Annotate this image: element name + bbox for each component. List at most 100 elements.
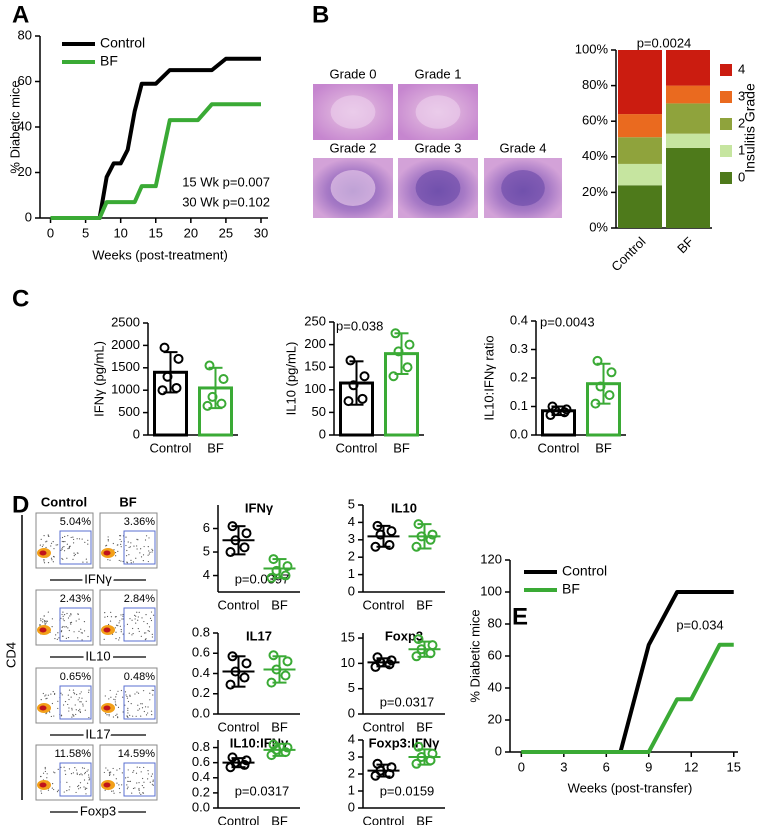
flow-event	[151, 551, 153, 553]
chart-title: Foxp3:IFNγ	[369, 735, 441, 750]
flow-event	[74, 766, 76, 769]
flow-event	[151, 548, 153, 551]
y-tick-label: 250	[304, 313, 326, 328]
data-point	[386, 655, 397, 666]
y-tick-label: 5	[348, 680, 355, 695]
flow-event	[88, 779, 90, 781]
flow-event	[57, 632, 59, 634]
flow-event	[104, 616, 106, 618]
flow-event	[115, 693, 118, 695]
x-tick-label: Control	[363, 719, 405, 734]
flow-event	[52, 561, 54, 563]
flow-event	[86, 782, 89, 784]
data-point	[393, 346, 404, 357]
data-point	[604, 390, 615, 401]
flow-event	[74, 704, 76, 706]
flow-event	[118, 637, 121, 639]
flow-event	[67, 617, 70, 619]
y-tick-label: 0.8	[192, 624, 210, 639]
flow-event	[104, 695, 106, 697]
flow-event	[76, 693, 78, 696]
flow-event	[41, 621, 44, 623]
flow-event	[85, 793, 87, 795]
flow-event	[150, 611, 153, 613]
flow-event	[77, 699, 79, 701]
legend-label: 0	[738, 169, 745, 184]
data-point	[241, 528, 252, 539]
flow-event	[87, 539, 89, 541]
y-tick-label: 80	[18, 27, 32, 42]
flow-event	[50, 545, 52, 547]
x-tick-label: BF	[271, 813, 288, 825]
y-axis-label: IL10 (pg/mL)	[283, 342, 298, 416]
histology-label: Grade 4	[500, 140, 547, 155]
series-line	[521, 642, 734, 754]
flow-event	[139, 552, 141, 554]
y-tick-label: 0.6	[192, 754, 210, 769]
flow-event	[131, 792, 133, 794]
y-tick-label: 0.2	[192, 784, 210, 799]
flow-event	[132, 771, 134, 773]
flow-event	[77, 785, 79, 788]
flow-event	[137, 709, 139, 711]
flow-event	[110, 696, 112, 698]
flow-event	[64, 535, 66, 538]
flow-gate	[123, 607, 156, 642]
flow-event	[136, 766, 138, 768]
x-tick-label: 15	[149, 225, 163, 240]
flow-event	[54, 772, 56, 774]
flow-event	[136, 548, 138, 550]
flow-event	[43, 534, 45, 537]
flow-event	[120, 689, 123, 692]
bar-segment	[618, 185, 662, 228]
flow-event	[149, 699, 151, 701]
y-tick-label: 50	[312, 404, 326, 419]
flow-event	[151, 783, 154, 785]
flow-event	[143, 786, 145, 789]
flow-event	[88, 774, 90, 776]
flow-event	[81, 632, 84, 634]
flow-event	[104, 789, 106, 791]
y-tick-label: 1000	[111, 382, 140, 397]
data-point	[280, 570, 291, 581]
flow-event	[67, 535, 69, 537]
flow-event	[64, 700, 67, 703]
flow-event	[143, 545, 145, 548]
flow-event	[148, 626, 151, 628]
data-point	[425, 534, 436, 545]
flow-event	[46, 540, 48, 542]
data-point	[207, 391, 218, 402]
flow-event	[79, 701, 81, 703]
data-point	[241, 658, 252, 669]
flow-event	[61, 540, 63, 543]
flow-event	[112, 542, 114, 545]
flow-event	[72, 558, 74, 560]
flow-event	[147, 706, 149, 708]
flow-event	[140, 556, 143, 558]
flow-event	[118, 787, 121, 790]
y-tick-label: 5	[348, 496, 355, 511]
flow-event	[76, 552, 78, 554]
legend-swatch	[720, 91, 732, 103]
flow-event	[65, 626, 67, 628]
flow-event	[150, 710, 153, 712]
flow-event	[79, 782, 82, 784]
flow-plot	[99, 589, 158, 646]
flow-event	[107, 538, 109, 541]
flow-event	[73, 555, 75, 557]
flow-event	[140, 703, 142, 705]
flow-event	[131, 619, 133, 621]
flow-event	[52, 691, 54, 693]
y-tick-label: 4	[348, 731, 355, 746]
flow-event	[43, 621, 46, 623]
flow-event	[143, 632, 146, 634]
data-point	[268, 739, 279, 750]
x-tick-label: 25	[219, 225, 233, 240]
data-point	[427, 529, 438, 540]
flow-event	[138, 789, 140, 791]
flow-event	[129, 780, 131, 782]
y-tick-label: 0.0	[510, 426, 528, 441]
flow-event	[67, 627, 69, 629]
flow-event	[88, 776, 90, 778]
data-point	[271, 565, 282, 576]
